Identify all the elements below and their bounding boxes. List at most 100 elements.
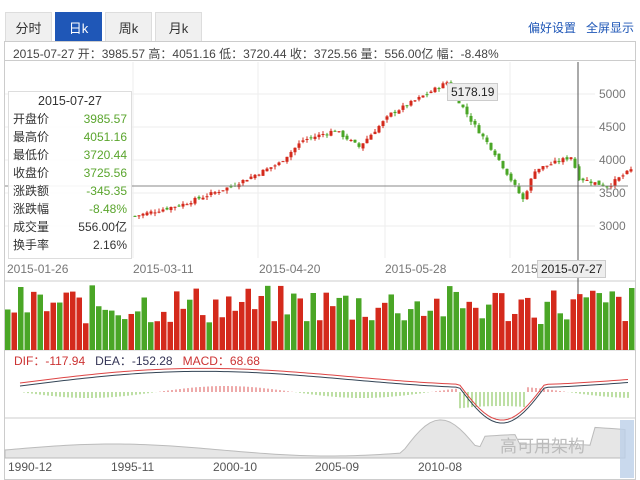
tab-daily-k[interactable]: 日k xyxy=(55,12,102,41)
volume-bar xyxy=(460,308,466,350)
tab-intraday[interactable]: 分时 xyxy=(5,12,52,41)
tooltip-label: 收盘价 xyxy=(13,166,50,180)
candle-body xyxy=(337,131,341,133)
tooltip-value: -8.48% xyxy=(88,202,127,216)
volume-bar xyxy=(473,307,479,350)
preferences-link[interactable]: 偏好设置 xyxy=(527,21,576,35)
candle-body xyxy=(377,126,381,133)
tooltip-value: 4051.16 xyxy=(83,130,127,144)
volume-bar xyxy=(414,301,420,350)
candle-body xyxy=(137,215,141,217)
candle-body xyxy=(381,121,385,127)
candle-body xyxy=(317,134,321,138)
candle-body xyxy=(341,130,345,138)
candle-body xyxy=(569,157,573,160)
candle-body xyxy=(629,169,633,172)
candle-body xyxy=(517,185,521,194)
volume-bar xyxy=(447,286,453,350)
candle-body xyxy=(189,203,193,205)
candle-body xyxy=(277,162,281,165)
tooltip-label: 最高价 xyxy=(13,130,50,144)
volume-bar xyxy=(57,302,63,350)
candle-body xyxy=(217,191,221,193)
volume-bar xyxy=(505,321,511,350)
price-tick: 3000 xyxy=(599,219,626,233)
candle-body xyxy=(429,91,433,93)
candle-body xyxy=(557,161,561,163)
tooltip-label: 涨跌幅 xyxy=(13,202,50,216)
candle-body xyxy=(353,139,357,143)
tooltip-row: 换手率 2.16% xyxy=(13,236,127,254)
tooltip-value: -345.35 xyxy=(86,184,127,198)
volume-bar xyxy=(5,309,11,350)
volume-bar xyxy=(128,313,134,350)
candle-body xyxy=(249,176,253,179)
volume-bar xyxy=(44,311,50,350)
candle-body xyxy=(309,137,313,139)
tooltip-value: 3720.44 xyxy=(83,148,127,162)
candle-body xyxy=(549,164,553,166)
candle-body xyxy=(421,95,425,98)
volume-bar xyxy=(330,306,336,350)
volume-bar xyxy=(616,296,622,350)
volume-bar xyxy=(596,293,602,350)
macd-value: 68.68 xyxy=(229,354,260,368)
candle-body xyxy=(469,115,473,122)
candle-body xyxy=(165,207,169,210)
candle-body xyxy=(529,178,533,191)
dea-line xyxy=(19,370,629,424)
candle-body xyxy=(437,88,441,90)
candle-body xyxy=(521,193,525,200)
candle-body xyxy=(173,206,177,208)
volume-bar xyxy=(603,302,609,350)
tooltip-panel: 2015-07-27 开盘价 3985.57 最高价 4051.16 最低价 3720.4… xyxy=(8,91,132,259)
fullscreen-link[interactable]: 全屏显示 xyxy=(585,21,634,35)
period-tabs: 分时 日k 周k 月k xyxy=(5,12,202,41)
candle-body xyxy=(229,186,233,188)
volume-bar xyxy=(245,288,251,350)
volume-bar xyxy=(401,320,407,350)
candle-body xyxy=(281,161,285,163)
volume-bar xyxy=(492,292,498,350)
candle-body xyxy=(201,197,205,200)
volume-bar xyxy=(213,299,219,350)
volume-bar xyxy=(310,293,316,350)
tooltip-date: 2015-07-27 xyxy=(38,94,102,108)
volume-bar xyxy=(232,310,238,350)
volume-bar xyxy=(564,319,570,350)
candle-body xyxy=(401,105,405,110)
candle-body xyxy=(289,151,293,158)
volume-bar xyxy=(206,322,212,350)
candle-body xyxy=(409,100,413,106)
volume-bar xyxy=(466,301,472,350)
volume-bar xyxy=(102,309,108,350)
candle-body xyxy=(621,175,625,177)
candle-body xyxy=(389,112,393,117)
volume-bar xyxy=(343,295,349,350)
volume-bar xyxy=(297,298,303,350)
volume-bar xyxy=(336,297,342,350)
candle-body xyxy=(561,158,565,163)
candle-body xyxy=(241,179,245,184)
navigator-tick: 2005-09 xyxy=(315,460,360,474)
tooltip-row: 成交量 556.00亿 xyxy=(13,218,127,236)
candle-body xyxy=(581,178,585,181)
candle-body xyxy=(553,160,557,164)
navigator-area xyxy=(4,419,626,459)
volume-bar xyxy=(583,297,589,350)
tooltip-row: 开盘价 3985.57 xyxy=(13,110,127,128)
candle-body xyxy=(537,168,541,173)
volume-bar xyxy=(96,306,102,350)
tab-weekly-k[interactable]: 周k xyxy=(105,12,152,41)
volume-bar xyxy=(148,322,154,350)
volume-bar xyxy=(265,285,271,350)
volume-bar xyxy=(122,319,128,350)
volume-bar xyxy=(551,290,557,350)
candle-body xyxy=(565,157,569,160)
candle-body xyxy=(461,104,465,108)
volume-bar xyxy=(154,321,160,350)
watermark: 高可用架构 xyxy=(500,437,585,456)
candle-body xyxy=(321,134,325,136)
tab-monthly-k[interactable]: 月k xyxy=(155,12,202,41)
